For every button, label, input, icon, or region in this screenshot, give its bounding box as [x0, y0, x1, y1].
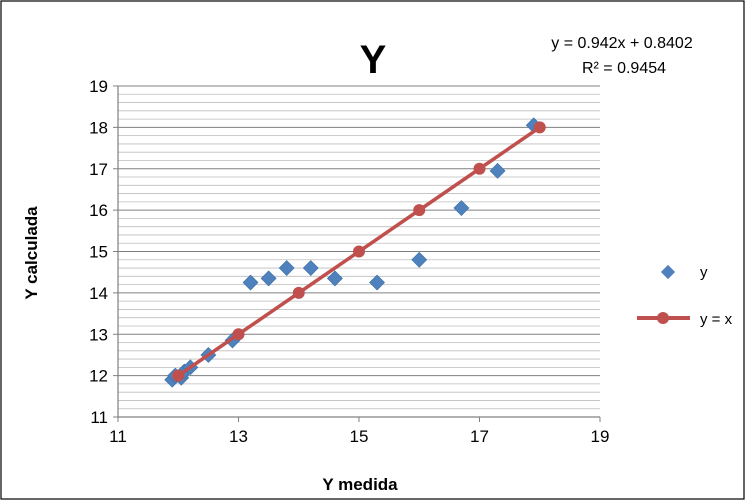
- x-tick-label: 17: [470, 427, 489, 446]
- axes: [113, 85, 601, 422]
- trendline-r-squared: R² = 0.9454: [582, 60, 666, 77]
- series-y-equals-x: [172, 121, 546, 382]
- x-tick-label: 13: [229, 427, 248, 446]
- data-point-diamond: [411, 251, 428, 268]
- x-tick-label: 11: [109, 427, 127, 446]
- y-tick-label: 14: [89, 284, 108, 303]
- x-tick-label: 15: [350, 427, 369, 446]
- data-point-circle: [172, 369, 185, 382]
- legend-label-y-equals-x: y = x: [700, 311, 733, 328]
- data-point-diamond: [369, 274, 385, 291]
- data-point-diamond: [302, 260, 319, 276]
- y-tick-label: 13: [89, 325, 108, 344]
- trendline-equation: y = 0.942x + 0.8402: [551, 35, 693, 52]
- legend-label-y: y: [700, 264, 708, 281]
- data-point-circle: [413, 204, 426, 217]
- data-point-diamond: [489, 162, 506, 179]
- legend: y y = x: [637, 264, 733, 328]
- x-tick-label: 19: [591, 427, 610, 446]
- data-point-circle: [473, 162, 486, 175]
- data-point-diamond: [242, 274, 259, 291]
- y-tick-label: 19: [89, 77, 108, 96]
- data-point-circle: [533, 121, 546, 134]
- legend-marker-circle: [657, 312, 669, 324]
- y-tick-label: 18: [89, 118, 108, 137]
- data-point-circle: [353, 245, 365, 258]
- y-tick-label: 17: [89, 160, 108, 179]
- y-tick-label: 16: [89, 201, 108, 220]
- data-point-diamond: [278, 260, 295, 276]
- chart-title: Y: [360, 38, 387, 82]
- y-tick-label: 11: [90, 408, 108, 427]
- data-point-diamond: [326, 270, 343, 287]
- legend-marker-diamond: [660, 264, 676, 280]
- x-axis-title: Y medida: [322, 475, 398, 494]
- tick-labels: 11 12 13 14 15 16 17 18 19 11 13 15 17 19: [89, 77, 609, 446]
- data-point-circle: [292, 286, 305, 299]
- legend-item-y-equals-x: y = x: [637, 311, 733, 328]
- data-point-diamond: [453, 200, 470, 216]
- legend-item-y: y: [660, 264, 708, 281]
- y-tick-label: 15: [89, 243, 108, 262]
- series: [164, 117, 546, 388]
- data-point-circle: [232, 328, 245, 341]
- y-tick-label: 12: [89, 367, 108, 386]
- data-point-diamond: [260, 270, 277, 287]
- gridlines: [118, 85, 600, 410]
- y-axis-title: Y calculada: [22, 206, 41, 300]
